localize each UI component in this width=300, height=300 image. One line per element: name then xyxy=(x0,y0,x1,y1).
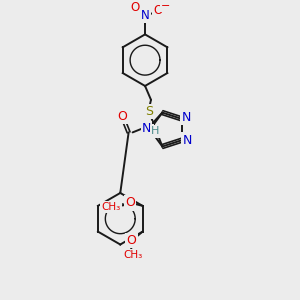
Text: CH₃: CH₃ xyxy=(101,202,121,212)
Text: S: S xyxy=(145,105,153,118)
Text: O: O xyxy=(125,196,135,209)
Text: O: O xyxy=(127,234,136,247)
Text: CH₃: CH₃ xyxy=(123,250,142,260)
Text: O: O xyxy=(130,1,140,14)
Text: H: H xyxy=(151,126,160,136)
Text: O: O xyxy=(118,110,128,123)
Text: N: N xyxy=(141,9,149,22)
Text: O: O xyxy=(153,4,163,17)
Text: S: S xyxy=(145,125,153,138)
Text: N: N xyxy=(182,134,192,146)
Text: −: − xyxy=(161,1,170,11)
Text: N: N xyxy=(142,122,151,135)
Text: N: N xyxy=(182,111,191,124)
